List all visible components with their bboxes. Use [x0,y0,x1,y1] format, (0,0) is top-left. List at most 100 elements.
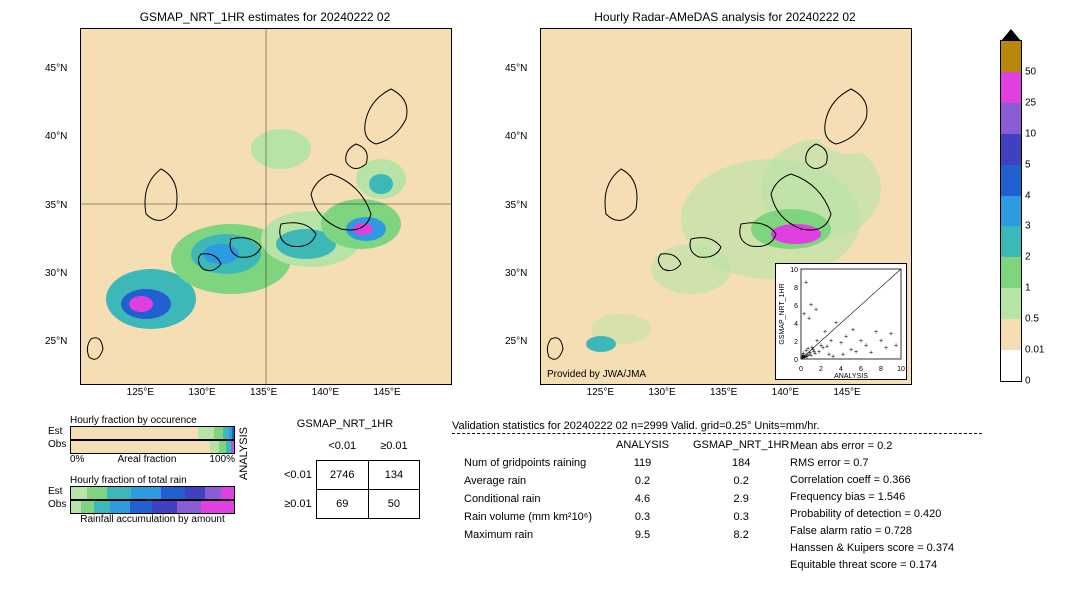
validation-value: 9.5 [604,526,681,544]
scatter-inset: 00224466881010++++++++++++++++++++++++++… [775,263,907,380]
bar-segment [71,501,81,513]
score-row: Equitable threat score = 0.174 [790,557,954,574]
svg-text:+: + [854,349,858,356]
bar-segment [71,487,87,499]
validation-value: 184 [681,454,801,472]
bar-segment [107,487,131,499]
score-row: Probability of detection = 0.420 [790,506,954,523]
colorbar-tick-label: 0 [1025,376,1031,387]
bar-segment [232,441,234,453]
svg-text:6: 6 [794,303,798,310]
svg-text:+: + [844,334,848,341]
score-row: Mean abs error = 0.2 [790,438,954,455]
svg-text:+: + [807,316,811,323]
contingency-col: ≥0.01 [368,432,419,461]
svg-text:+: + [879,338,883,345]
colorbar-segment [1001,319,1021,350]
bar-row [70,500,235,514]
score-row: Hanssen & Kuipers score = 0.374 [790,540,954,557]
colorbar-arrow-icon [1001,29,1021,41]
validation-row-label: Num of gridpoints raining [452,454,604,472]
svg-text:+: + [831,353,835,360]
colorbar-segment [1001,134,1021,165]
validation-value: 0.3 [604,508,681,526]
bar-row-label: Obs [48,499,66,510]
colorbar-segment [1001,103,1021,134]
y-tick-label: 25°N [45,336,67,347]
bar-row-label: Est [48,486,62,497]
hourly-total-panel: Hourly fraction of total rain Est Obs Ra… [70,475,235,525]
bar-row [70,426,235,440]
y-tick-label: 35°N [505,200,527,211]
bar-segment [201,501,234,513]
y-tick-label: 45°N [505,63,527,74]
x-tick-label: 130°E [188,387,215,398]
scores-list: Mean abs error = 0.2RMS error = 0.7Corre… [790,438,954,574]
svg-text:6: 6 [859,366,863,373]
validation-value: 0.2 [681,472,801,490]
svg-text:ANALYSIS: ANALYSIS [834,373,868,379]
validation-value: 2.9 [681,490,801,508]
bar-segment [185,487,205,499]
svg-text:+: + [841,352,845,359]
contingency-col-header: GSMAP_NRT_1HR [280,418,410,430]
colorbar-segment [1001,196,1021,227]
bar-segment [81,501,94,513]
bar-segment [152,501,176,513]
bar-segment [205,487,221,499]
svg-text:+: + [894,343,898,350]
bar-segment [110,501,130,513]
svg-text:+: + [809,302,813,309]
bar-segment [177,501,201,513]
contingency-cell: 134 [368,461,419,490]
colorbar: 00.010.512345102550 [1000,40,1022,382]
right-map-title: Hourly Radar-AMeDAS analysis for 2024022… [540,10,910,24]
bar-segment [232,427,234,439]
x-tick-label: 145°E [833,387,860,398]
svg-text:+: + [804,280,808,287]
x-tick-label: 140°E [312,387,339,398]
colorbar-tick-label: 5 [1025,159,1031,170]
contingency-table: <0.01 ≥0.01 <0.01 2746 134 ≥0.01 69 50 [280,432,420,519]
validation-row-label: Conditional rain [452,490,604,508]
score-row: False alarm ratio = 0.728 [790,523,954,540]
x-tick-label: 140°E [772,387,799,398]
svg-text:+: + [834,320,838,327]
colorbar-tick-label: 4 [1025,190,1031,201]
svg-text:+: + [859,338,863,345]
svg-text:+: + [874,329,878,336]
colorbar-tick-label: 1 [1025,283,1031,294]
xaxis-tick: 0% [70,454,84,465]
contingency-cell: 2746 [316,461,368,490]
colorbar-segment [1001,72,1021,103]
svg-text:2: 2 [819,366,823,373]
hourly-occurrence-panel: Hourly fraction by occurence Est Obs 0% … [70,415,235,465]
right-map: Provided by JWA/JMA 00224466881010++++++… [540,28,912,385]
svg-text:4: 4 [794,321,798,328]
contingency-row-header: ANALYSIS [238,427,250,480]
colorbar-tick-label: 3 [1025,221,1031,232]
y-tick-label: 45°N [45,63,67,74]
validation-value: 119 [604,454,681,472]
validation-value: 8.2 [681,526,801,544]
validation-row-label: Average rain [452,472,604,490]
x-tick-label: 135°E [710,387,737,398]
hourly-total-title: Hourly fraction of total rain [70,475,235,486]
bar-segment [131,487,160,499]
colorbar-segment [1001,257,1021,288]
svg-text:+: + [884,345,888,352]
svg-text:0: 0 [799,366,803,373]
colorbar-tick-label: 0.01 [1025,345,1044,356]
x-tick-label: 130°E [648,387,675,398]
bar-segment [214,427,222,439]
svg-text:GSMAP_NRT_1HR: GSMAP_NRT_1HR [779,283,786,344]
x-tick-label: 145°E [373,387,400,398]
x-tick-label: 135°E [250,387,277,398]
x-tick-label: 125°E [587,387,614,398]
svg-text:+: + [814,307,818,314]
validation-title: Validation statistics for 20240222 02 n=… [452,420,820,432]
bar-row-label: Est [48,426,62,437]
y-tick-label: 40°N [505,131,527,142]
xaxis-label: Areal fraction [117,454,176,465]
svg-text:8: 8 [794,285,798,292]
